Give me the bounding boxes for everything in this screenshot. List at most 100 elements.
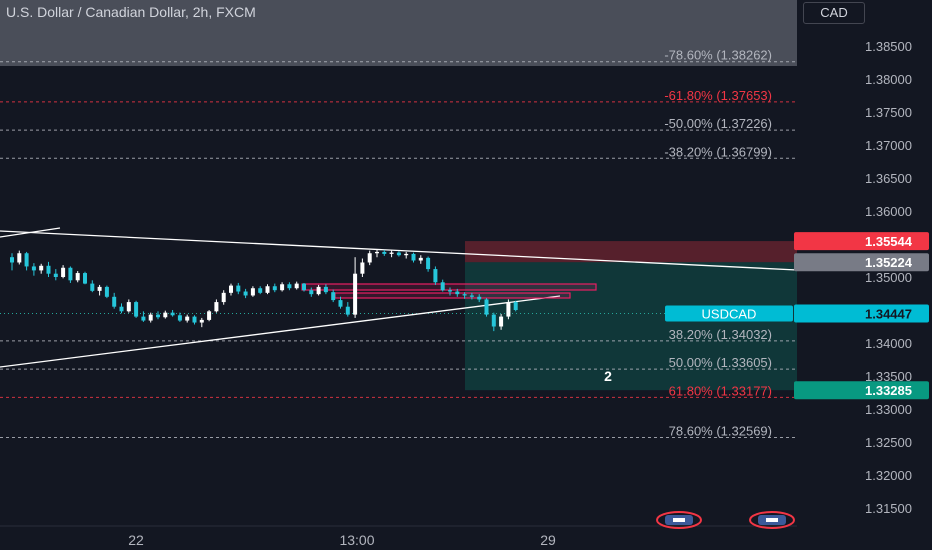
- candle-body: [24, 253, 29, 267]
- candle-body: [280, 284, 285, 291]
- entry-price-label: 1.35224: [865, 255, 913, 270]
- candle-body: [353, 273, 358, 315]
- fib-level-label: 50.00% (1.33605): [669, 355, 772, 370]
- candle-body: [90, 283, 95, 291]
- upper-trend-line: [0, 230, 798, 271]
- y-tick-label: 1.33500: [865, 369, 912, 384]
- y-tick-label: 1.32000: [865, 468, 912, 483]
- candle-body: [10, 257, 14, 263]
- candle-body: [192, 316, 197, 323]
- candle-body: [491, 314, 496, 327]
- current-price-label: 1.34447: [865, 306, 912, 321]
- candle-body: [294, 283, 299, 289]
- candle-body: [411, 253, 416, 261]
- x-tick-label: 29: [540, 532, 556, 548]
- candle-body: [46, 265, 51, 274]
- candle-body: [97, 286, 102, 291]
- candle-body: [418, 257, 423, 261]
- candle-body: [250, 288, 255, 296]
- fib-level-label: 78.60% (1.32569): [669, 423, 772, 438]
- candle-body: [309, 290, 314, 295]
- candle-body: [83, 273, 87, 284]
- y-tick-label: 1.37500: [865, 105, 912, 120]
- candle-body: [163, 312, 168, 318]
- candle-body: [302, 283, 306, 291]
- candle-body: [119, 306, 124, 312]
- y-tick-label: 1.38000: [865, 72, 912, 87]
- candle-body: [236, 285, 241, 292]
- candle-body: [287, 284, 292, 289]
- candle-body: [323, 286, 328, 293]
- fib-level-label: -61.80% (1.37653): [664, 88, 772, 103]
- x-tick-label: 13:00: [339, 532, 374, 548]
- candle-body: [61, 267, 66, 277]
- chart-title: U.S. Dollar / Canadian Dollar, 2h, FXCM: [6, 4, 256, 20]
- candle-body: [229, 285, 233, 293]
- candle-body: [31, 266, 36, 271]
- current-price-bg: [794, 304, 929, 323]
- candle-body: [499, 316, 504, 327]
- candle-body: [382, 251, 387, 254]
- stop-price-label: 1.35544: [865, 234, 913, 249]
- candle-body: [272, 286, 277, 291]
- candle-body: [433, 269, 438, 283]
- currency-button[interactable]: CAD: [803, 2, 865, 24]
- y-tick-label: 1.36500: [865, 171, 912, 186]
- x-tick-label: 22: [128, 532, 144, 548]
- candle-body: [207, 311, 212, 320]
- candle-body: [17, 253, 22, 263]
- candle-body: [134, 302, 139, 317]
- candle-body: [426, 257, 431, 270]
- candle-body: [75, 273, 80, 281]
- candle-body: [53, 273, 58, 277]
- y-tick-label: 1.37000: [865, 138, 912, 153]
- fib-level-label: -78.60% (1.38262): [664, 48, 772, 63]
- candle-body: [389, 252, 394, 254]
- y-tick-label: 1.36000: [865, 204, 912, 219]
- candle-body: [448, 290, 452, 292]
- candle-body: [148, 314, 153, 321]
- candle-body: [484, 299, 489, 315]
- y-tick-label: 1.31500: [865, 501, 912, 516]
- stop-price-label-bg: [794, 232, 929, 251]
- candle-body: [506, 302, 511, 317]
- candle-body: [68, 267, 73, 281]
- candle-body: [243, 291, 248, 296]
- entry-price-label-bg: [794, 253, 929, 272]
- annotation-label: 2: [604, 368, 612, 384]
- order-block: [301, 283, 597, 291]
- candle-body: [338, 300, 343, 307]
- candle-body: [185, 316, 190, 321]
- fib-level-label: -38.20% (1.36799): [664, 144, 772, 159]
- target-price-label: 1.33285: [865, 383, 912, 398]
- candle-body: [126, 302, 131, 312]
- candle-body: [104, 286, 109, 297]
- candle-body: [258, 288, 263, 293]
- candle-body: [462, 294, 467, 296]
- y-tick-label: 1.32500: [865, 435, 912, 450]
- fib-level-label: 61.80% (1.33177): [669, 383, 772, 398]
- us-flag-event-icon: [749, 511, 795, 529]
- candle-body: [112, 296, 117, 307]
- candle-body: [214, 302, 219, 312]
- y-tick-label: 1.38500: [865, 39, 912, 54]
- candle-body: [469, 295, 474, 297]
- stop-zone: [465, 241, 797, 263]
- candle-body: [375, 251, 379, 254]
- us-flag-event-icon: [656, 511, 702, 529]
- y-tick-label: 1.35000: [865, 270, 912, 285]
- fib-level-label: 38.20% (1.34032): [669, 327, 772, 342]
- order-block: [334, 292, 571, 299]
- candle-body: [316, 286, 321, 295]
- symbol-badge-bg: [665, 305, 793, 322]
- candle-body: [141, 316, 146, 321]
- candle-body: [345, 306, 350, 315]
- lower-trend-line: [0, 295, 561, 368]
- candle-body: [440, 282, 445, 291]
- candle-body: [265, 286, 270, 293]
- candle-body: [170, 312, 175, 316]
- candle-body: [513, 302, 518, 310]
- left-trend-line: [0, 227, 61, 238]
- candle-body: [156, 314, 160, 318]
